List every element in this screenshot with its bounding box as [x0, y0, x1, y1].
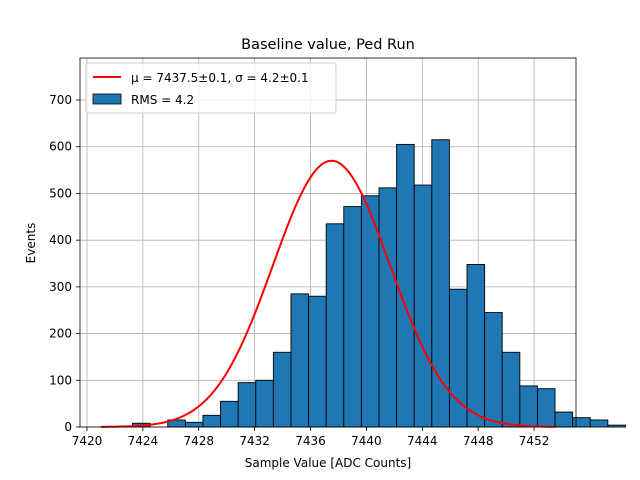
legend-histogram-label: RMS = 4.2	[131, 93, 194, 107]
y-tick-label: 100	[49, 373, 72, 387]
x-tick-label: 7448	[463, 434, 494, 448]
histogram-bar	[536, 388, 556, 428]
histogram-bar	[255, 379, 274, 428]
histogram-bar	[554, 411, 574, 428]
y-tick-label: 300	[49, 280, 72, 294]
histogram-bar	[202, 414, 222, 428]
histogram-bar	[589, 419, 609, 428]
chart-title: Baseline value, Ped Run	[241, 37, 415, 53]
histogram-bar	[325, 223, 345, 428]
x-tick-label: 7420	[72, 434, 103, 448]
histogram-bar	[237, 382, 257, 428]
histogram-bar	[396, 143, 415, 428]
x-tick-label: 7440	[351, 434, 382, 448]
y-axis-ticks: 0 100 200 300 400 500 600 700	[49, 93, 80, 434]
histogram-bar	[466, 264, 486, 428]
plot-area-frame	[79, 57, 577, 428]
histogram-bar	[308, 295, 327, 428]
x-tick-label: 7436	[295, 434, 326, 448]
histogram-bar	[184, 421, 204, 428]
histogram-bar	[378, 187, 398, 428]
histogram-bar	[607, 424, 626, 428]
gaussian-fit-curve	[100, 159, 556, 428]
y-axis-label: Events	[24, 223, 38, 264]
histogram-bars	[114, 139, 626, 428]
y-tick-label: 200	[49, 327, 72, 341]
x-tick-label: 7452	[519, 434, 550, 448]
histogram-bar	[290, 293, 310, 428]
histogram-bar	[572, 417, 591, 428]
histogram-bar	[272, 351, 292, 428]
y-tick-label: 0	[64, 420, 72, 434]
y-tick-label: 600	[49, 140, 72, 154]
legend-fit-label: μ = 7437.5±0.1, σ = 4.2±0.1	[131, 71, 309, 85]
y-tick-label: 700	[49, 93, 72, 107]
x-axis-ticks: 7420 7424 7428 7432 7436 7440 7444 7448 7452	[72, 427, 550, 448]
y-tick-label: 400	[49, 233, 72, 247]
legend-histogram-swatch	[92, 93, 122, 105]
x-tick-label: 7444	[407, 434, 438, 448]
histogram-bar	[220, 400, 239, 428]
histogram-bar	[431, 139, 450, 428]
histogram-bar	[343, 206, 362, 428]
histogram-bar	[484, 312, 503, 428]
legend-box	[85, 62, 337, 114]
histogram-bar	[519, 385, 538, 428]
histogram-bar	[501, 351, 521, 428]
x-tick-label: 7428	[183, 434, 214, 448]
x-tick-label: 7424	[128, 434, 159, 448]
legend: μ = 7437.5±0.1, σ = 4.2±0.1 RMS = 4.2	[85, 62, 337, 114]
y-tick-label: 500	[49, 186, 72, 200]
x-tick-label: 7432	[239, 434, 270, 448]
histogram-bar	[413, 184, 433, 428]
x-axis-label: Sample Value [ADC Counts]	[245, 456, 411, 470]
